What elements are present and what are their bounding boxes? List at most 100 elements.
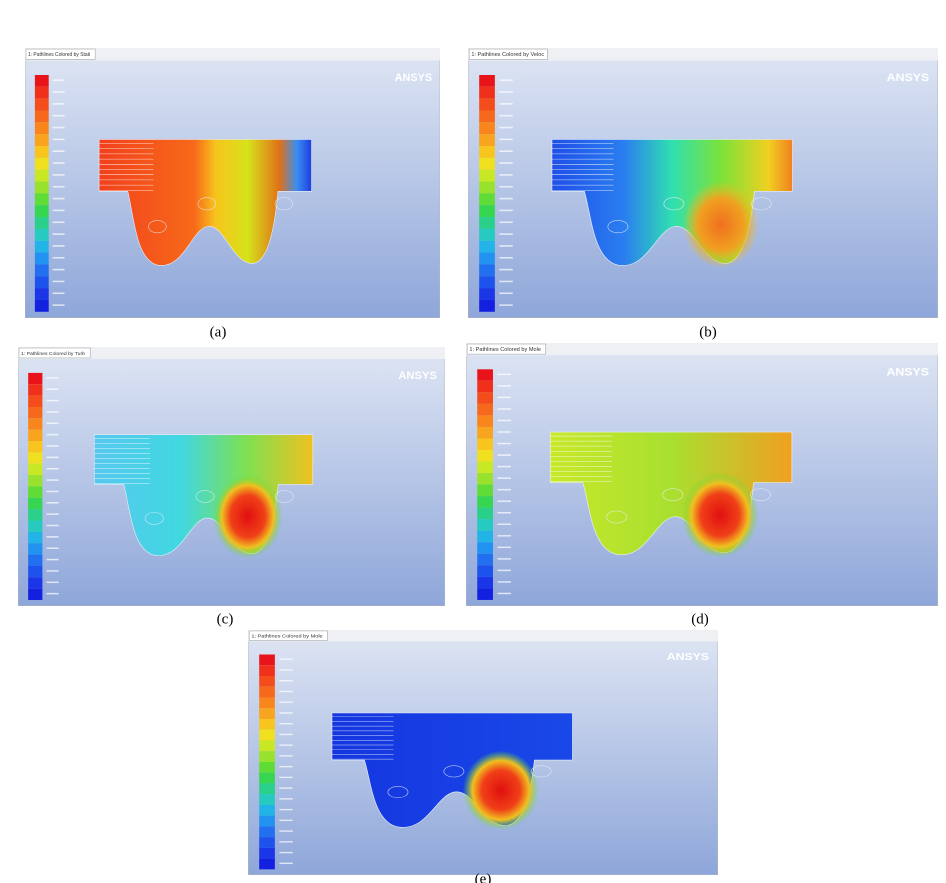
tab-bar [466,343,938,356]
colorbar-cell [479,110,495,123]
colorbar-cell [477,403,493,416]
vortex [144,512,164,525]
colorbar-cell [34,181,49,194]
colorbar-cell [28,372,43,385]
colorbar-cell [28,520,43,532]
vortex [749,488,771,502]
tab [18,347,91,359]
colorbar-cell [477,484,493,497]
colorbar-cell [28,406,43,419]
vortex [662,488,684,502]
colorbar-cell [28,565,43,578]
tab-title: 1: Pathlines Colored by Mole [469,347,541,353]
vortex [148,220,167,234]
panel: 1: Pathlines Colored by Stati ANSYS [25,48,440,318]
colorbar-cell [34,122,49,135]
colorbar-cell [28,452,43,464]
colorbar-cell [479,181,495,194]
brand: ANSYS [398,370,437,382]
colorbar-cell [28,531,43,544]
colorbar-cell [259,665,275,676]
colorbar-cell [28,441,43,453]
colorbar-cell [34,205,49,218]
colorbar-cell [28,418,43,430]
colorbar-cell [479,299,495,312]
vortex [274,197,294,211]
tab-bar [248,630,718,642]
colorbar-cell [477,519,493,531]
colorbar-cell [34,288,49,300]
colorbar-cell [28,475,43,487]
brand: ANSYS [395,72,432,84]
colorbar-cell [477,415,493,427]
panel-label: (b) [699,324,717,340]
colorbar-cell [259,837,275,848]
tab [468,48,548,60]
colorbar-cell [259,686,275,698]
colorbar-cell [28,588,43,601]
colorbar-cell [34,240,49,253]
colorbar-cell [259,772,275,784]
colorbar-cell [479,122,495,135]
hotspot [681,472,759,558]
colorbar-cell [34,217,49,229]
colorbar-cell [28,463,43,476]
colorbar-cell [479,276,495,289]
colorbar-cell [34,228,49,241]
colorbar-cell [477,392,493,404]
brand: ANSYS [667,652,710,663]
panel: 1: Pathlines Colored by Turb ANSYS [18,347,445,606]
colorbar-cell [259,740,275,752]
tab-title: 1: Pathlines Colored by Veloc [471,52,544,58]
colorbar-cell [479,169,495,182]
tab-bar [18,347,445,359]
vortex [607,220,629,234]
colorbar-cell [477,438,493,451]
colorbar-cell [259,729,275,741]
panel-label: (c) [217,611,234,627]
vortex [663,197,685,211]
tab-title: 1: Pathlines Colored by Turb [21,351,85,357]
hotspot [682,180,759,269]
colorbar-cell [28,497,43,510]
colorbar-cell [479,240,495,253]
colorbar-cell [259,815,275,827]
tab-bar [468,48,938,61]
colorbar-cell [477,542,493,554]
colorbar-cell [477,507,493,520]
tab [25,48,96,60]
colorbar-cell [479,86,495,99]
colorbar-cell [479,75,495,87]
colorbar-cell [259,761,275,773]
colorbar-cell [259,708,275,719]
brand: ANSYS [887,71,929,84]
colorbar-cell [479,146,495,158]
colorbar-cell [259,783,275,795]
colorbar-cell [34,146,49,158]
vortex [530,765,552,778]
colorbar-cell [34,169,49,182]
colorbar-cell [479,264,495,277]
colorbar-cell [479,193,495,206]
colorbar-cell [477,380,493,393]
colorbar-cell [28,554,43,566]
tab [248,630,328,641]
colorbar-cell [477,426,493,439]
colorbar-cell [477,530,493,543]
panel: 1: Pathlines Colored by Mole ANSYS [466,343,938,606]
colorbar-cell [34,75,49,87]
colorbar-cell [479,134,495,147]
flow-domain [98,139,312,266]
colorbar-cell [259,718,275,730]
colorbar-cell [34,299,49,312]
tab-title: 1: Pathlines Colored by Stati [28,52,90,58]
vortex [606,510,628,524]
colorbar-cell [259,804,275,816]
colorbar-cell [477,588,493,600]
colorbar-cell [259,794,275,805]
hotspot [462,750,539,830]
colorbar-cell [28,384,43,396]
colorbar-cell [28,429,43,442]
colorbar-cell [34,157,49,170]
colorbar-cell [259,858,275,870]
